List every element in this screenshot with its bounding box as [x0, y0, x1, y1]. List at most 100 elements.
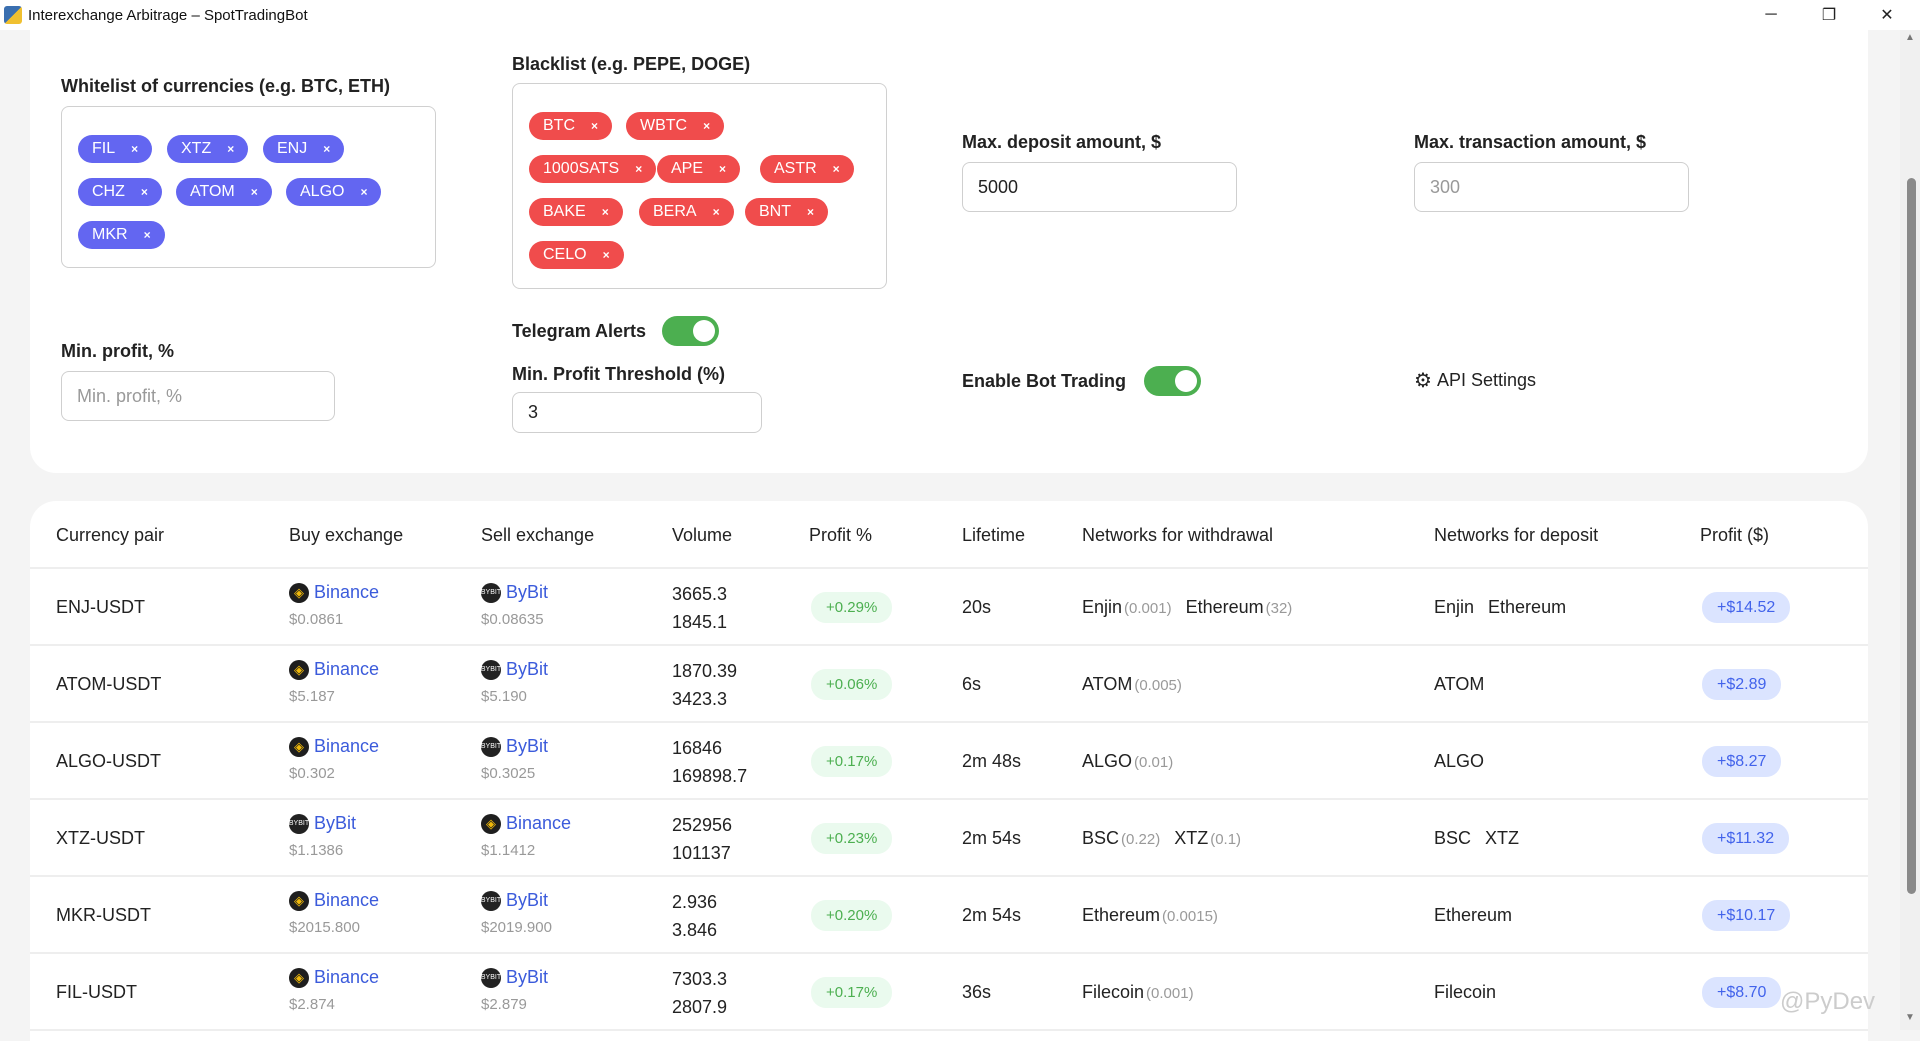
whitelist-chip[interactable]: FIL × [78, 135, 153, 163]
blacklist-input[interactable]: BTC × WBTC × 1000SATS × APE × ASTR × BAKE × BERA × BNT… [512, 83, 887, 289]
maximize-button[interactable]: ❐ [1821, 7, 1837, 24]
buy-exchange-name: Binance [314, 967, 380, 987]
minimize-button[interactable]: ─ [1765, 6, 1777, 23]
blacklist-chip-label: 1000SATS [543, 160, 620, 177]
blacklist-chip[interactable]: WBTC × [626, 112, 725, 140]
buy-exchange-link[interactable]: ◈ Binance [289, 967, 379, 988]
profit-percent-badge: +0.06% [811, 669, 893, 700]
table-row[interactable]: ALGO-USDT ◈ Binance $0.302 BYBIT ByBit $0.3025… [30, 723, 1868, 800]
deposit-networks: BSC XTZ [1434, 828, 1533, 849]
table-row[interactable]: ATOM-USDT ◈ Binance $5.187 BYBIT ByBit $5.190 1… [30, 646, 1868, 723]
sell-price: $2019.900 [481, 919, 552, 936]
remove-chip-icon[interactable]: × [360, 185, 368, 199]
network-name: BSC [1082, 828, 1120, 848]
table-row[interactable]: XTZ-USDT BYBIT ByBit $1.1386 ◈ Binance $1.1412… [30, 800, 1868, 877]
blacklist-chip[interactable]: BTC × [529, 112, 613, 140]
buy-price: $0.302 [289, 765, 335, 782]
sell-exchange-link[interactable]: ◈ Binance [481, 813, 571, 834]
profit-percent-badge: +0.29% [811, 592, 893, 623]
remove-chip-icon[interactable]: × [832, 162, 840, 176]
blacklist-chip-label: BNT [759, 203, 791, 220]
whitelist-chip[interactable]: MKR × [78, 221, 165, 249]
blacklist-chip[interactable]: BAKE × [529, 198, 623, 226]
blacklist-chip[interactable]: ASTR × [760, 155, 854, 183]
blacklist-chip[interactable]: 1000SATS × [529, 155, 657, 183]
withdrawal-networks: Ethereum (0.0015) [1082, 905, 1232, 926]
whitelist-chip[interactable]: ENJ × [263, 135, 345, 163]
sell-exchange-link[interactable]: BYBIT ByBit [481, 582, 548, 603]
scrollbar-thumb[interactable] [1907, 178, 1916, 894]
remove-chip-icon[interactable]: × [131, 142, 139, 156]
table-row[interactable]: MKR-USDT ◈ Binance $2015.800 BYBIT ByBit $2019… [30, 877, 1868, 954]
column-header: Networks for withdrawal [1082, 525, 1274, 545]
max-deposit-input[interactable]: 5000 [962, 162, 1237, 212]
remove-chip-icon[interactable]: × [703, 119, 711, 133]
remove-chip-icon[interactable]: × [712, 205, 720, 219]
min-profit-threshold-label: Min. Profit Threshold (%) [512, 364, 725, 384]
api-settings-link[interactable]: ⚙ API Settings [1414, 368, 1536, 393]
sell-exchange-name: ByBit [506, 890, 549, 910]
network-name: ATOM [1082, 674, 1133, 694]
buy-exchange-link[interactable]: ◈ Binance [289, 890, 379, 911]
remove-chip-icon[interactable]: × [635, 162, 643, 176]
whitelist-chip[interactable]: XTZ × [167, 135, 249, 163]
blacklist-chip[interactable]: CELO × [529, 241, 624, 269]
buy-price: $2015.800 [289, 919, 360, 936]
whitelist-input[interactable]: FIL × XTZ × ENJ × CHZ × ATOM × ALGO × MKR × [61, 106, 436, 268]
min-profit-input[interactable]: Min. profit, % [61, 371, 335, 421]
buy-exchange-link[interactable]: ◈ Binance [289, 582, 379, 603]
table-row[interactable]: ENJ-USDT ◈ Binance $0.0861 BYBIT ByBit $0.0863… [30, 569, 1868, 646]
volume-sell: 2807.9 [672, 997, 728, 1017]
buy-exchange-link[interactable]: ◈ Binance [289, 736, 379, 757]
remove-chip-icon[interactable]: × [227, 142, 235, 156]
remove-chip-icon[interactable]: × [250, 185, 258, 199]
remove-chip-icon[interactable]: × [143, 228, 151, 242]
blacklist-chip[interactable]: APE × [657, 155, 741, 183]
sell-exchange-link[interactable]: BYBIT ByBit [481, 659, 548, 680]
whitelist-chip-label: ATOM [190, 183, 235, 200]
max-transaction-input[interactable]: 300 [1414, 162, 1689, 212]
enable-bot-trading-toggle[interactable] [1144, 366, 1201, 396]
vertical-scrollbar[interactable]: ▲ ▼ [1900, 30, 1920, 1030]
whitelist-chip-label: XTZ [181, 140, 212, 157]
network-fee: (0.005) [1134, 677, 1182, 694]
network-name: BSC [1434, 828, 1472, 848]
bybit-logo-icon: BYBIT [481, 659, 501, 680]
whitelist-chip[interactable]: CHZ × [78, 178, 162, 206]
api-settings-label: API Settings [1436, 370, 1536, 390]
arbitrage-table: Currency pair Buy exchange Sell exchange Vo… [30, 501, 1868, 1041]
scroll-down-icon[interactable]: ▼ [1905, 1012, 1915, 1023]
close-button[interactable]: ✕ [1880, 7, 1894, 24]
network: BSC (0.22) [1082, 828, 1160, 848]
remove-chip-icon[interactable]: × [601, 205, 609, 219]
min-profit-threshold-input[interactable]: 3 [512, 392, 762, 433]
remove-chip-icon[interactable]: × [807, 205, 815, 219]
profit-percent-badge: +0.17% [811, 977, 893, 1008]
sell-price: $2.879 [481, 996, 527, 1013]
table-header: Currency pair Buy exchange Sell exchange Vo… [30, 501, 1868, 569]
whitelist-chip[interactable]: ALGO × [286, 178, 382, 206]
buy-exchange-link[interactable]: ◈ Binance [289, 659, 379, 680]
buy-exchange-link[interactable]: BYBIT ByBit [289, 813, 356, 834]
remove-chip-icon[interactable]: × [591, 119, 599, 133]
whitelist-chip-label: CHZ [92, 183, 125, 200]
table-row[interactable]: FIL-USDT ◈ Binance $2.874 BYBIT ByBit $2.879 73… [30, 954, 1868, 1031]
remove-chip-icon[interactable]: × [140, 185, 148, 199]
remove-chip-icon[interactable]: × [719, 162, 727, 176]
sell-exchange-link[interactable]: BYBIT ByBit [481, 967, 548, 988]
currency-pair: FIL-USDT [56, 982, 137, 1002]
remove-chip-icon[interactable]: × [323, 142, 331, 156]
sell-exchange-link[interactable]: BYBIT ByBit [481, 890, 552, 911]
buy-exchange: BYBIT ByBit $1.1386 [289, 813, 356, 859]
whitelist-chip[interactable]: ATOM × [176, 178, 272, 206]
sell-exchange-link[interactable]: BYBIT ByBit [481, 736, 548, 757]
sell-exchange-name: ByBit [506, 736, 549, 756]
blacklist-chip[interactable]: BERA × [639, 198, 734, 226]
remove-chip-icon[interactable]: × [602, 248, 610, 262]
enable-bot-trading-label: Enable Bot Trading [962, 371, 1127, 391]
blacklist-chip[interactable]: BNT × [745, 198, 829, 226]
network: Ethereum (0.0015) [1082, 905, 1218, 925]
telegram-alerts-toggle[interactable] [662, 316, 719, 346]
network: Filecoin (0.001) [1082, 982, 1194, 1002]
scroll-up-icon[interactable]: ▲ [1905, 32, 1915, 43]
